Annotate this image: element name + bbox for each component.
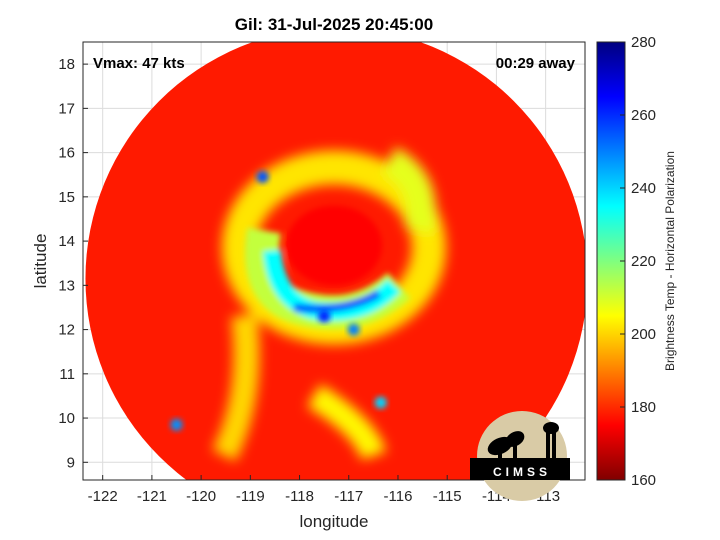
y-tick-label: 12 — [58, 322, 75, 339]
x-tick-label: -119 — [236, 488, 265, 505]
cold-spot-3 — [170, 418, 183, 431]
y-axis-label: latitude — [31, 234, 50, 289]
x-tick-label: -122 — [88, 488, 118, 505]
chart-title: Gil: 31-Jul-2025 20:45:00 — [235, 15, 433, 34]
colorbar-tick-label: 160 — [631, 472, 656, 489]
cold-spot-0 — [318, 310, 331, 323]
colorbar-tick-label: 240 — [631, 180, 656, 197]
y-tick-label: 10 — [58, 410, 75, 427]
logo-tank — [543, 422, 559, 434]
vmax-annotation: Vmax: 47 kts — [93, 55, 185, 72]
logo-tower — [546, 432, 550, 458]
x-axis-label: longitude — [299, 512, 368, 531]
cold-spot-1 — [256, 170, 269, 183]
y-tick-label: 17 — [58, 100, 75, 117]
x-tick-label: -120 — [186, 488, 216, 505]
cold-spot-2 — [374, 396, 387, 409]
colorbar-tick-label: 280 — [631, 34, 656, 51]
cimss-logo: CIMSS — [470, 411, 570, 501]
y-tick-label: 14 — [58, 233, 75, 250]
colorbar-tick-label: 200 — [631, 326, 656, 343]
time-away-annotation: 00:29 away — [496, 55, 576, 72]
y-tick-label: 18 — [58, 56, 75, 73]
logo-text: CIMSS — [493, 465, 551, 479]
y-tick-label: 16 — [58, 145, 75, 162]
y-ticks: 9 10 11 12 13 14 15 16 17 18 — [58, 56, 88, 471]
y-tick-label: 11 — [59, 366, 75, 383]
south-band — [307, 384, 387, 461]
colorbar-tick-label: 180 — [631, 399, 656, 416]
x-tick-label: -116 — [384, 488, 413, 505]
inner-band-coldest — [293, 290, 381, 313]
logo-dish-2 — [505, 431, 525, 447]
x-tick-label: -121 — [137, 488, 167, 505]
northeast-band — [381, 147, 436, 234]
x-tick-label: -117 — [334, 488, 363, 505]
y-tick-label: 15 — [58, 189, 75, 206]
axes-frame — [82, 41, 586, 481]
colorbar: 160 180 200 220 240 260 280 Brightness Temp - … — [596, 34, 677, 489]
colorbar-ticks: 160 180 200 220 240 260 280 — [620, 34, 656, 489]
cold-spot-4 — [347, 323, 360, 336]
storm-eye — [286, 205, 382, 286]
y-tick-label: 13 — [58, 277, 75, 294]
colorbar-tick-label: 260 — [631, 107, 656, 124]
southwest-band — [212, 313, 260, 462]
colorbar-label: Brightness Temp - Horizontal Polarizatio… — [663, 151, 677, 371]
colorbar-tick-label: 220 — [631, 253, 656, 270]
microwave-swath — [85, 42, 585, 480]
x-tick-label: -118 — [285, 488, 314, 505]
x-tick-label: -115 — [433, 488, 462, 505]
spiral-band-layer — [245, 205, 411, 330]
plot-area: -122 -121 -120 -119 -118 -117 -116 -115 -114 -113… — [58, 41, 586, 505]
logo-ground — [470, 458, 570, 480]
y-tick-label: 9 — [67, 454, 75, 471]
